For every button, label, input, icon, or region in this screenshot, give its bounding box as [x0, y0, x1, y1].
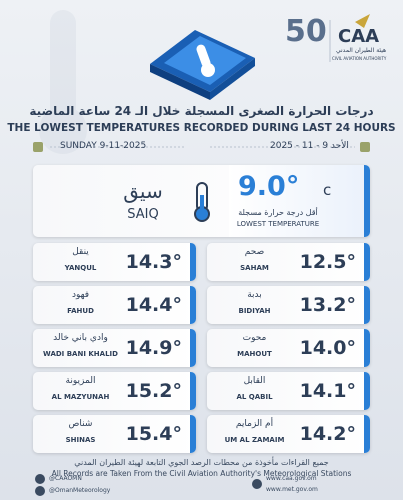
social-1: @CAAOMN — [49, 475, 82, 482]
logo-en: CIVIL AVIATION AUTHORITY — [332, 56, 387, 61]
footer-ar: جميع القراءات مأخوذة من محطات الرصد الجو… — [74, 458, 329, 467]
accent — [364, 243, 370, 281]
web-2: www.met.gov.om — [266, 486, 318, 493]
thermometer-icon — [194, 182, 210, 222]
lowest-card: سيق SAIQ 9.0° c أقل درجة حرارة مسجلة LOW… — [33, 165, 370, 237]
station-value: 14.1° — [299, 380, 356, 402]
lowest-unit: c — [323, 181, 332, 199]
lowest-value: 9.0° — [238, 171, 300, 202]
social-2: @OmanMeteorology — [49, 487, 111, 494]
station-name-ar: وادي باني خالد — [53, 333, 108, 343]
title-ar: درجات الحرارة الصغرى المسجلة خلال الـ 24… — [29, 104, 374, 118]
station-name-ar: سيق — [123, 179, 163, 203]
station-card: ينقل YANQUL 14.3° — [33, 243, 196, 281]
station-name-en: AL MAZYUNAH — [51, 393, 110, 401]
accent — [364, 286, 370, 324]
station-card: بدبة BIDIYAH 13.2° — [207, 286, 370, 324]
station-card: فهود FAHUD 14.4° — [33, 286, 196, 324]
station-card: محوت MAHOUT 14.0° — [207, 329, 370, 367]
date-ar: الأحد 9 - 11 - 2025 — [270, 141, 349, 151]
station-name-ar: صحم — [244, 247, 265, 257]
station-name-en: YANQUL — [64, 264, 97, 272]
station-name-ar: أم الزمايم — [235, 419, 274, 429]
station-name-ar: المزيونة — [65, 376, 96, 386]
footer-en: All Records are Taken From the Civil Avi… — [51, 469, 352, 478]
station-name-en: FAHUD — [67, 307, 94, 315]
accent — [190, 329, 196, 367]
station-name-en: WADI BANI KHALID — [43, 350, 118, 358]
accent — [364, 329, 370, 367]
station-name-ar: ينقل — [72, 247, 89, 257]
logo-text: CAA — [338, 26, 380, 47]
station-value: 14.2° — [299, 423, 356, 445]
station-name-en: BIDIYAH — [238, 307, 271, 315]
station-name-en: MAHOUT — [237, 350, 272, 358]
station-value: 12.5° — [299, 251, 356, 273]
station-name-en: SHINAS — [65, 436, 96, 444]
station-value: 15.2° — [125, 380, 182, 402]
station-name-ar: محوت — [242, 333, 267, 343]
station-card: أم الزمايم UM AL ZAMAIM 14.2° — [207, 415, 370, 453]
station-value: 14.9° — [125, 337, 182, 359]
accent — [364, 372, 370, 410]
station-name-ar: شناص — [68, 419, 93, 429]
station-name-ar: القابل — [243, 376, 266, 386]
station-name-en: SAHAM — [240, 264, 269, 272]
station-card: شناص SHINAS 15.4° — [33, 415, 196, 453]
lowest-label-en: LOWEST TEMPERATURE — [236, 220, 320, 228]
web-1: www.caa.gov.om — [266, 475, 317, 482]
station-name-en: UM AL ZAMAIM — [224, 436, 285, 444]
accent — [190, 286, 196, 324]
station-card: وادي باني خالد WADI BANI KHALID 14.9° — [33, 329, 196, 367]
accent — [190, 372, 196, 410]
lowest-label-ar: أقل درجة حرارة مسجلة — [238, 208, 318, 217]
thermo-tile — [150, 30, 255, 100]
station-value: 14.0° — [299, 337, 356, 359]
station-card: صحم SAHAM 12.5° — [207, 243, 370, 281]
station-name-en: AL QABIL — [236, 393, 273, 401]
station-value: 14.4° — [125, 294, 182, 316]
logo-number: 50 — [285, 14, 327, 49]
station-value: 14.3° — [125, 251, 182, 273]
accent — [190, 415, 196, 453]
station-card: المزيونة AL MAZYUNAH 15.2° — [33, 372, 196, 410]
station-card: القابل AL QABIL 14.1° — [207, 372, 370, 410]
logo-ar: هيئة الطيران المدني — [336, 47, 387, 54]
accent — [190, 243, 196, 281]
accent — [364, 415, 370, 453]
title-en: THE LOWEST TEMPERATURES RECORDED DURING … — [7, 122, 396, 134]
station-name-ar: بدبة — [247, 290, 262, 300]
station-value: 15.4° — [125, 423, 182, 445]
station-name-en: SAIQ — [127, 207, 159, 222]
station-value: 13.2° — [299, 294, 356, 316]
date-en: SUNDAY 9-11-2025 — [60, 141, 147, 151]
station-name-ar: فهود — [71, 290, 90, 300]
